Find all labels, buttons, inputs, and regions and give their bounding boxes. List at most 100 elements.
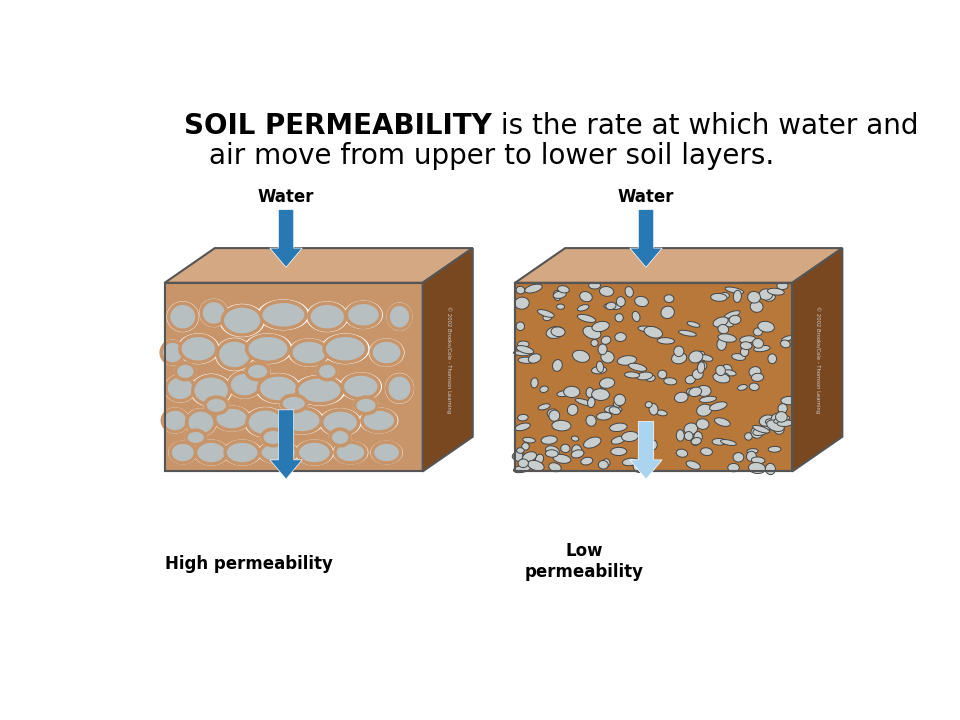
Ellipse shape [645,402,652,408]
Ellipse shape [596,413,612,420]
Ellipse shape [362,409,396,432]
Ellipse shape [558,286,569,293]
Ellipse shape [546,327,564,338]
Ellipse shape [279,394,308,413]
Ellipse shape [649,403,658,415]
Ellipse shape [521,443,529,450]
Ellipse shape [247,336,289,362]
Ellipse shape [781,336,793,341]
Text: High permeability: High permeability [165,554,332,572]
Ellipse shape [767,420,784,431]
Ellipse shape [614,333,626,341]
Ellipse shape [538,310,554,318]
Ellipse shape [689,387,702,397]
Ellipse shape [753,426,770,436]
Ellipse shape [687,322,700,328]
Ellipse shape [588,282,601,289]
Ellipse shape [584,437,601,448]
Ellipse shape [531,378,539,388]
Ellipse shape [540,386,548,392]
Ellipse shape [728,464,739,472]
Text: © 2002 Brooks/Cole - Thomson Learning: © 2002 Brooks/Cole - Thomson Learning [445,306,451,413]
Ellipse shape [549,410,560,421]
Ellipse shape [684,431,693,441]
Bar [516,283,792,472]
Ellipse shape [609,407,620,415]
Ellipse shape [257,300,309,330]
Ellipse shape [572,350,589,362]
Ellipse shape [262,429,284,446]
Ellipse shape [553,454,571,464]
Ellipse shape [765,464,776,474]
Ellipse shape [517,341,529,347]
Ellipse shape [621,431,638,441]
Ellipse shape [212,405,252,432]
Ellipse shape [522,437,536,443]
Ellipse shape [611,447,627,456]
Ellipse shape [697,385,711,396]
Ellipse shape [591,389,610,400]
Ellipse shape [577,315,595,323]
Ellipse shape [605,406,622,413]
Ellipse shape [372,442,400,463]
Ellipse shape [749,462,765,474]
FancyArrow shape [270,210,302,267]
Polygon shape [792,248,842,472]
Ellipse shape [199,299,228,328]
Ellipse shape [545,450,558,457]
Ellipse shape [524,284,542,293]
Ellipse shape [658,338,675,344]
Ellipse shape [725,287,744,294]
Ellipse shape [516,322,524,330]
Ellipse shape [617,356,636,365]
Ellipse shape [739,336,756,343]
Ellipse shape [557,391,570,397]
Ellipse shape [610,423,627,431]
Ellipse shape [615,314,623,322]
Ellipse shape [721,292,730,299]
Ellipse shape [193,439,229,466]
Ellipse shape [587,387,593,397]
Text: air move from upper to lower soil layers.: air move from upper to lower soil layers… [209,142,775,170]
Ellipse shape [675,392,688,402]
Ellipse shape [774,416,789,423]
Ellipse shape [710,294,727,302]
Ellipse shape [601,336,611,344]
Ellipse shape [553,290,561,300]
Ellipse shape [193,376,229,405]
Ellipse shape [632,311,640,322]
Ellipse shape [629,364,647,372]
Ellipse shape [660,306,674,318]
Ellipse shape [166,301,199,332]
Ellipse shape [729,315,741,324]
Ellipse shape [765,294,776,302]
Ellipse shape [614,395,626,405]
Ellipse shape [676,430,684,441]
Ellipse shape [691,438,702,445]
Ellipse shape [747,451,756,462]
Ellipse shape [694,431,703,442]
Ellipse shape [606,302,616,310]
Ellipse shape [715,373,729,381]
Ellipse shape [771,413,787,425]
Bar [165,283,422,472]
Ellipse shape [552,420,571,431]
Ellipse shape [245,362,271,381]
Ellipse shape [344,300,383,329]
Ellipse shape [644,326,662,338]
Ellipse shape [522,451,537,462]
Ellipse shape [592,321,610,332]
Ellipse shape [371,340,402,365]
Ellipse shape [658,370,667,379]
Ellipse shape [291,340,327,365]
Ellipse shape [756,426,763,431]
Ellipse shape [635,297,648,307]
Ellipse shape [536,454,543,464]
Ellipse shape [601,351,614,363]
Ellipse shape [306,301,348,332]
Ellipse shape [691,436,700,446]
Ellipse shape [553,291,566,299]
Ellipse shape [516,448,524,454]
Ellipse shape [740,342,752,349]
Ellipse shape [545,446,560,455]
